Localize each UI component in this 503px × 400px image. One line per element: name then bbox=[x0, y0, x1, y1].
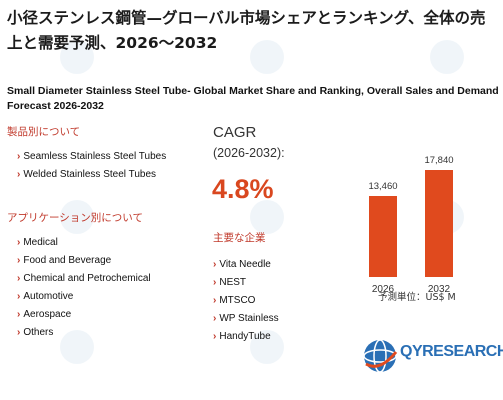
chart-bar bbox=[369, 196, 397, 277]
bullet-icon: › bbox=[213, 331, 217, 342]
bullet-icon: › bbox=[17, 291, 21, 302]
list-item: › HandyTube bbox=[213, 331, 271, 342]
list-item: › WP Stainless bbox=[213, 313, 279, 324]
bar-value-label: 17,840 bbox=[424, 155, 454, 166]
watermark-logo bbox=[60, 40, 94, 74]
page-title: 小径ステンレス鋼管—グローバル市場シェアとランキング、全体の売上と需要予測、20… bbox=[7, 9, 486, 52]
companies-list: › Vita Needle › NEST › MTSCO › WP Stainless … bbox=[213, 256, 279, 346]
unit-label: 予測単位：US$ M bbox=[378, 292, 456, 303]
watermark-logo bbox=[60, 200, 94, 234]
cagr-label: CAGR bbox=[213, 124, 257, 141]
list-item: › Automotive bbox=[17, 291, 74, 302]
application-list: › Medical › Food and Beverage › Chemical an… bbox=[17, 234, 151, 342]
logo-text: QYRESEARCH bbox=[400, 343, 503, 360]
watermark-logo bbox=[430, 40, 464, 74]
list-item: › Aerospace bbox=[17, 309, 72, 320]
x-tick-label: 2032 bbox=[427, 284, 451, 295]
companies-section-heading: 主要な企業 bbox=[213, 232, 266, 244]
list-item: › Others bbox=[17, 327, 54, 338]
bullet-icon: › bbox=[213, 313, 217, 324]
cagr-period: (2026-2032): bbox=[213, 146, 285, 160]
list-item: › MTSCO bbox=[213, 295, 256, 306]
page-subtitle: Small Diameter Stainless Steel Tube- Glo… bbox=[7, 85, 499, 112]
product-section-heading: 製品別について bbox=[7, 126, 81, 138]
bullet-icon: › bbox=[17, 237, 21, 248]
application-section-heading: アプリケーション別について bbox=[7, 212, 143, 224]
watermark-logo bbox=[250, 200, 284, 234]
list-item: › Food and Beverage bbox=[17, 255, 112, 266]
bullet-icon: › bbox=[213, 259, 217, 270]
list-item: › Chemical and Petrochemical bbox=[17, 273, 151, 284]
watermark-logo bbox=[250, 330, 284, 364]
list-item: › Welded Stainless Steel Tubes bbox=[17, 169, 157, 180]
list-item: › Medical bbox=[17, 237, 58, 248]
bullet-icon: › bbox=[17, 255, 21, 266]
qyresearch-logo: QYRESEARCH bbox=[362, 330, 503, 380]
product-list: › Seamless Stainless Steel Tubes › Welded … bbox=[17, 148, 166, 184]
x-tick-label: 2026 bbox=[371, 284, 395, 295]
watermark-logo bbox=[60, 330, 94, 364]
globe-icon bbox=[363, 339, 398, 373]
bullet-icon: › bbox=[213, 277, 217, 288]
cagr-value: 4.8% bbox=[212, 174, 274, 204]
chart-bar bbox=[425, 170, 453, 277]
bullet-icon: › bbox=[17, 169, 21, 180]
bullet-icon: › bbox=[213, 295, 217, 306]
list-item: › NEST bbox=[213, 277, 247, 288]
bullet-icon: › bbox=[17, 151, 21, 162]
bullet-icon: › bbox=[17, 327, 21, 338]
list-item: › Seamless Stainless Steel Tubes bbox=[17, 151, 167, 162]
list-item: › Vita Needle bbox=[213, 259, 271, 270]
forecast-bar-chart: 13,460 2026 17,840 2032 bbox=[355, 130, 500, 305]
bullet-icon: › bbox=[17, 309, 21, 320]
watermark-logo bbox=[250, 40, 284, 74]
bullet-icon: › bbox=[17, 273, 21, 284]
bar-value-label: 13,460 bbox=[368, 181, 398, 192]
